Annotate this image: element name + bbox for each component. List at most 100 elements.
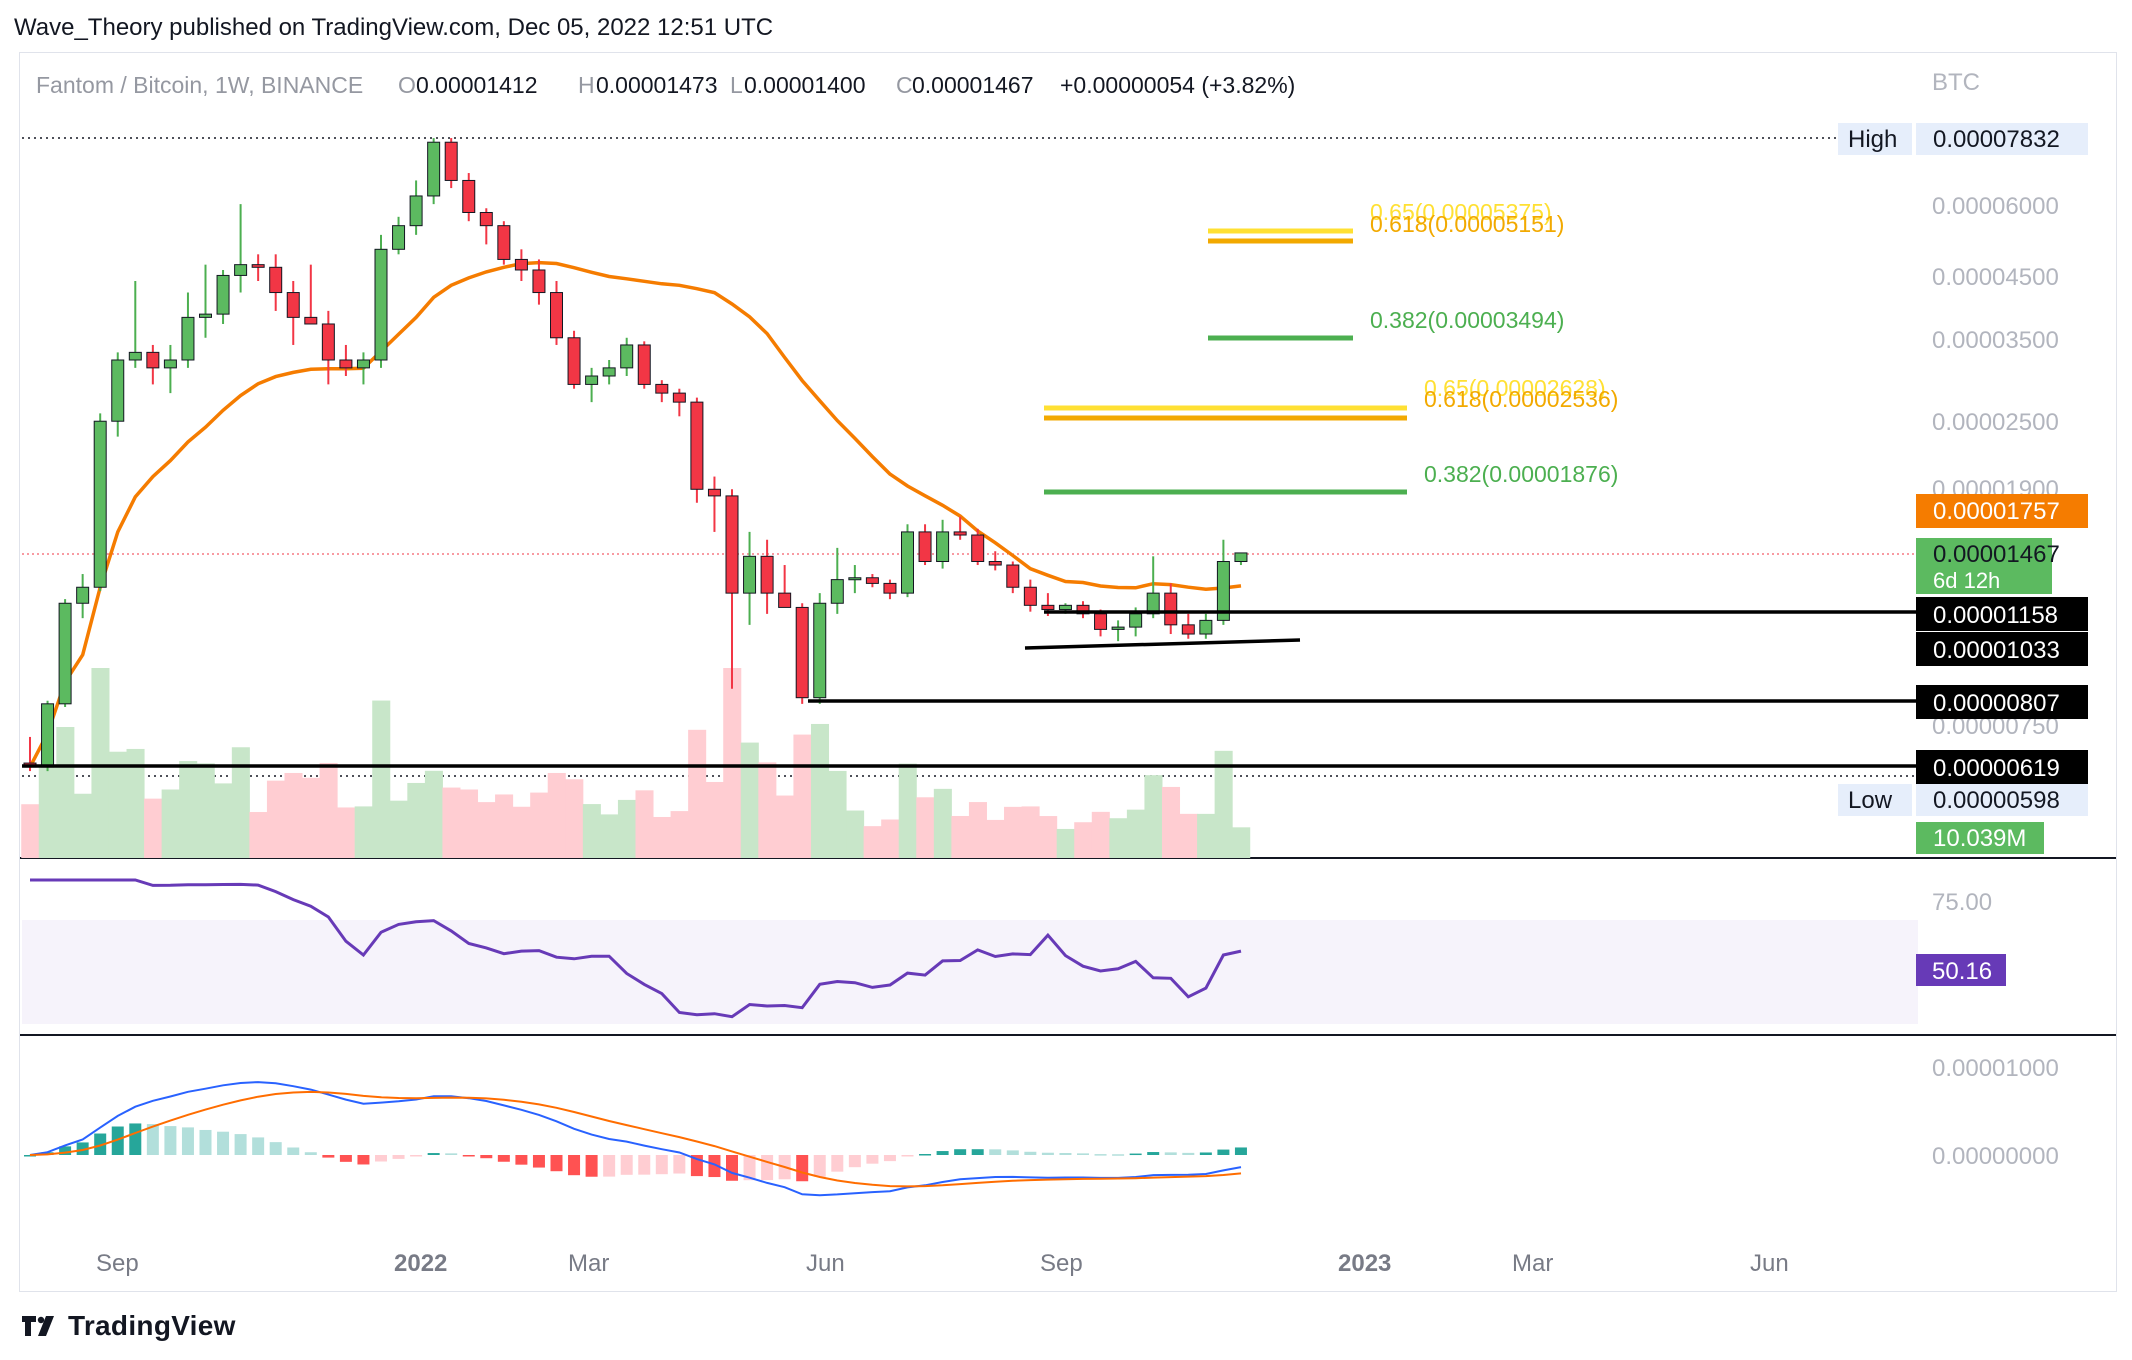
macd-line[interactable] bbox=[29, 1081, 1242, 1197]
candle[interactable] bbox=[778, 565, 792, 608]
axis-currency: BTC bbox=[1932, 69, 1980, 96]
candle-body bbox=[304, 316, 318, 325]
rsi-line[interactable] bbox=[30, 878, 1242, 1019]
candle[interactable] bbox=[655, 380, 669, 403]
candle[interactable] bbox=[181, 292, 195, 368]
candle[interactable] bbox=[93, 413, 107, 592]
candle[interactable] bbox=[883, 579, 897, 600]
candle[interactable] bbox=[462, 173, 476, 222]
candle[interactable] bbox=[111, 352, 125, 437]
candle[interactable] bbox=[409, 180, 423, 235]
candle-body bbox=[690, 401, 704, 490]
candle[interactable] bbox=[637, 341, 651, 389]
price-chart[interactable]: 0.65(0.00005375) 0.618(0.00005151) 0.382… bbox=[0, 0, 2132, 1300]
candle[interactable] bbox=[848, 565, 862, 594]
candle[interactable] bbox=[497, 221, 511, 265]
candle-body bbox=[234, 264, 248, 276]
svg-text:0.00007832: 0.00007832 bbox=[1933, 126, 2060, 153]
high-badge: High 0.00007832 bbox=[1838, 123, 2088, 155]
ma-line[interactable] bbox=[28, 260, 1242, 768]
candle[interactable] bbox=[725, 489, 739, 689]
candle[interactable] bbox=[339, 344, 353, 377]
candle[interactable] bbox=[1146, 556, 1160, 619]
macd-hist-bar bbox=[322, 1155, 335, 1158]
candle[interactable] bbox=[672, 388, 686, 417]
candle[interactable] bbox=[269, 254, 283, 311]
macd-signal-line[interactable] bbox=[29, 1090, 1242, 1188]
candle[interactable] bbox=[901, 524, 914, 598]
candle[interactable] bbox=[444, 138, 458, 189]
candle[interactable] bbox=[1023, 579, 1037, 612]
volume-bar bbox=[1039, 816, 1058, 858]
candle[interactable] bbox=[286, 281, 300, 345]
candle[interactable] bbox=[918, 524, 932, 566]
volume-bar bbox=[354, 806, 373, 858]
volume-bar bbox=[688, 729, 707, 858]
candle[interactable] bbox=[813, 593, 827, 704]
price-axis[interactable]: BTC 0.00006000 0.00004500 0.00003500 0.0… bbox=[1932, 69, 2059, 740]
macd-hist-bar bbox=[480, 1155, 493, 1159]
candle[interactable] bbox=[936, 519, 950, 569]
candle[interactable] bbox=[199, 264, 212, 338]
candle[interactable] bbox=[1234, 552, 1248, 566]
candle[interactable] bbox=[988, 551, 1002, 571]
candle[interactable] bbox=[707, 476, 721, 532]
candle-body bbox=[1111, 626, 1125, 630]
candle[interactable] bbox=[1199, 613, 1213, 639]
candle[interactable] bbox=[1094, 609, 1108, 637]
macd-hist-bar bbox=[726, 1155, 738, 1181]
candle[interactable] bbox=[356, 352, 370, 385]
candle[interactable] bbox=[602, 359, 616, 385]
candle[interactable] bbox=[550, 281, 563, 345]
candle[interactable] bbox=[58, 599, 72, 707]
candle[interactable] bbox=[427, 138, 441, 205]
candle[interactable] bbox=[304, 264, 318, 325]
candle[interactable] bbox=[76, 574, 90, 619]
candle[interactable] bbox=[865, 574, 879, 588]
volume-bar bbox=[196, 763, 215, 858]
candle[interactable] bbox=[585, 367, 599, 403]
candle[interactable] bbox=[971, 528, 985, 566]
candle-body bbox=[1234, 552, 1248, 563]
candle-body bbox=[1006, 564, 1020, 588]
candle[interactable] bbox=[146, 344, 160, 385]
volume-bar bbox=[1126, 809, 1145, 858]
candle[interactable] bbox=[1164, 583, 1178, 635]
candle[interactable] bbox=[374, 234, 388, 368]
legend-symbol: Fantom / Bitcoin, 1W, BINANCE bbox=[36, 72, 363, 98]
candle[interactable] bbox=[1111, 620, 1125, 642]
candle[interactable] bbox=[321, 310, 335, 385]
candle[interactable] bbox=[479, 208, 493, 245]
candle[interactable] bbox=[251, 254, 265, 282]
candle-body bbox=[1199, 619, 1213, 635]
macd-hist-bar bbox=[1234, 1147, 1247, 1155]
candle[interactable] bbox=[128, 281, 142, 368]
candle[interactable] bbox=[620, 337, 634, 377]
volume-bar bbox=[810, 723, 830, 858]
candle[interactable] bbox=[690, 397, 704, 503]
candle[interactable] bbox=[41, 700, 55, 772]
candle-body bbox=[567, 337, 581, 385]
candle-body bbox=[339, 359, 353, 369]
candle[interactable] bbox=[1181, 613, 1195, 639]
macd-hist-bar bbox=[1041, 1152, 1054, 1155]
candle[interactable] bbox=[1076, 601, 1090, 619]
candle[interactable] bbox=[567, 330, 581, 389]
candle[interactable] bbox=[216, 269, 230, 324]
time-label-mar-2023: Mar bbox=[1512, 1250, 1553, 1277]
candle[interactable] bbox=[830, 547, 844, 614]
candle[interactable] bbox=[795, 603, 809, 704]
candle[interactable] bbox=[743, 531, 757, 625]
candle[interactable] bbox=[1006, 561, 1020, 594]
candle[interactable] bbox=[532, 259, 546, 305]
volume-bar bbox=[1074, 822, 1093, 858]
time-axis[interactable]: Sep 2022 Mar Jun Sep 2023 Mar Jun bbox=[96, 1250, 1789, 1277]
candle[interactable] bbox=[514, 249, 528, 282]
candle[interactable] bbox=[392, 216, 406, 255]
volume-bar bbox=[144, 798, 163, 858]
support-line-1033[interactable] bbox=[1024, 638, 1301, 650]
candle[interactable] bbox=[760, 539, 774, 614]
candle[interactable] bbox=[234, 204, 248, 293]
candle[interactable] bbox=[163, 344, 177, 394]
candle[interactable] bbox=[953, 516, 967, 540]
